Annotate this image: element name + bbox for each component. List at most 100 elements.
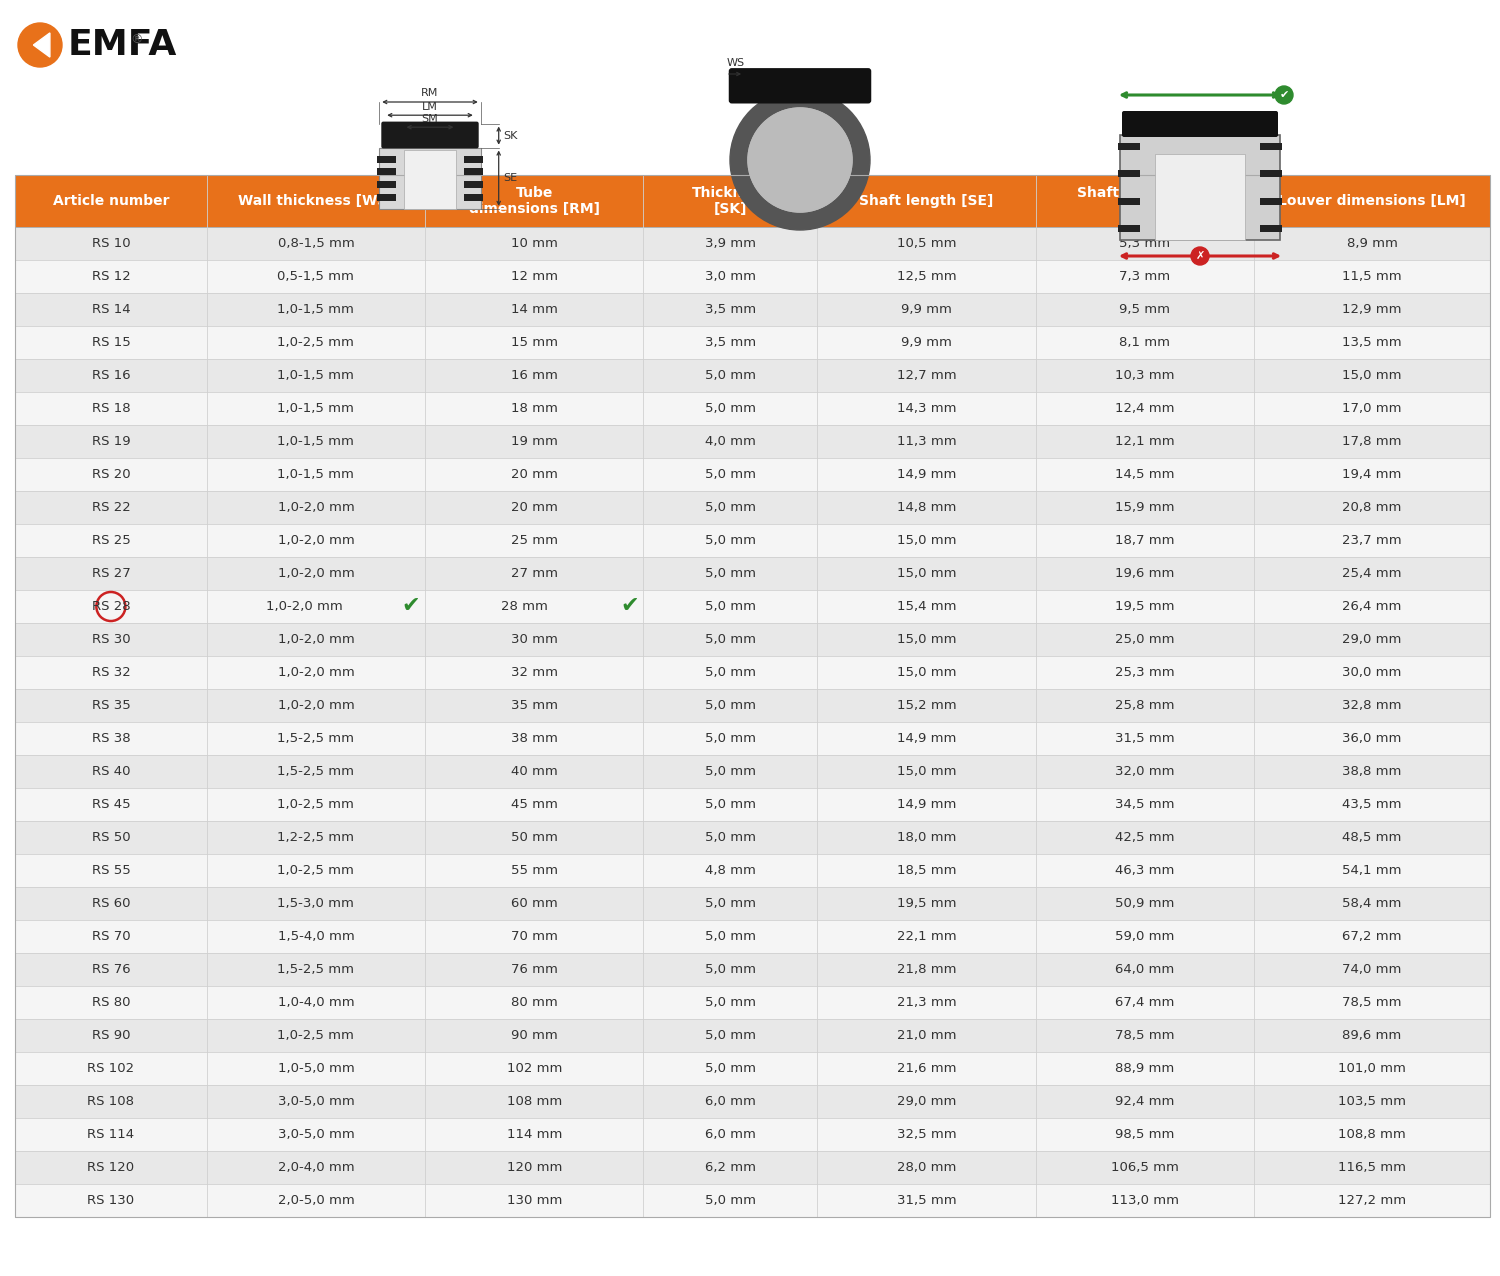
Bar	[15, 175, 1490, 1217]
Text: 130 mm: 130 mm	[507, 1194, 562, 1207]
Text: RS 22: RS 22	[92, 501, 130, 514]
Text: 25 mm: 25 mm	[510, 533, 558, 547]
Bar	[1118, 225, 1140, 232]
Text: 67,2 mm: 67,2 mm	[1342, 930, 1401, 943]
Text: 5,0 mm: 5,0 mm	[705, 501, 756, 514]
FancyBboxPatch shape	[381, 121, 478, 148]
Text: 45 mm: 45 mm	[512, 798, 558, 812]
Text: 1,5-2,5 mm: 1,5-2,5 mm	[278, 766, 354, 778]
Text: 9,9 mm: 9,9 mm	[902, 302, 952, 316]
Text: RS 76: RS 76	[92, 963, 130, 976]
Bar	[15, 789, 1490, 820]
Text: RS 45: RS 45	[92, 798, 130, 812]
Text: 15,2 mm: 15,2 mm	[897, 699, 957, 712]
Text: Article number: Article number	[53, 194, 170, 208]
Text: RS 16: RS 16	[92, 369, 130, 382]
Bar	[1260, 170, 1282, 177]
Text: 74,0 mm: 74,0 mm	[1342, 963, 1401, 976]
Text: 16 mm: 16 mm	[512, 369, 558, 382]
Text: 8,1 mm: 8,1 mm	[1119, 336, 1170, 350]
Text: 27 mm: 27 mm	[510, 567, 558, 581]
Text: 2,0-4,0 mm: 2,0-4,0 mm	[278, 1161, 354, 1174]
Text: 31,5 mm: 31,5 mm	[1114, 732, 1174, 745]
Text: 6,0 mm: 6,0 mm	[705, 1128, 756, 1141]
Text: 25,3 mm: 25,3 mm	[1114, 666, 1174, 679]
Text: 15 mm: 15 mm	[510, 336, 558, 350]
Text: 1,0-2,0 mm: 1,0-2,0 mm	[278, 699, 354, 712]
Text: 12,7 mm: 12,7 mm	[897, 369, 957, 382]
Bar	[15, 689, 1490, 722]
Text: 43,5 mm: 43,5 mm	[1342, 798, 1401, 812]
Text: RS 19: RS 19	[92, 435, 130, 448]
Text: 18 mm: 18 mm	[512, 402, 558, 415]
Circle shape	[1191, 248, 1209, 265]
Text: 9,5 mm: 9,5 mm	[1119, 302, 1170, 316]
Text: 5,0 mm: 5,0 mm	[705, 633, 756, 646]
Text: 1,2-2,5 mm: 1,2-2,5 mm	[278, 831, 354, 843]
Text: 14,5 mm: 14,5 mm	[1114, 468, 1174, 481]
Text: RS 10: RS 10	[92, 237, 130, 250]
Text: 21,0 mm: 21,0 mm	[897, 1028, 957, 1042]
Text: ®: ®	[130, 33, 142, 46]
Text: 29,0 mm: 29,0 mm	[897, 1095, 956, 1108]
Text: 13,5 mm: 13,5 mm	[1342, 336, 1402, 350]
Bar	[15, 1085, 1490, 1118]
Bar	[15, 986, 1490, 1020]
Text: 28,0 mm: 28,0 mm	[897, 1161, 956, 1174]
Text: 21,3 mm: 21,3 mm	[897, 997, 957, 1009]
Text: Thickness
[SK]: Thickness [SK]	[692, 185, 770, 217]
Text: RS 32: RS 32	[92, 666, 130, 679]
Text: RS 102: RS 102	[87, 1062, 135, 1074]
Text: 102 mm: 102 mm	[507, 1062, 562, 1074]
Text: 15,4 mm: 15,4 mm	[897, 600, 957, 612]
Text: 14,9 mm: 14,9 mm	[897, 732, 956, 745]
Text: 12,4 mm: 12,4 mm	[1114, 402, 1174, 415]
Text: 3,5 mm: 3,5 mm	[705, 302, 756, 316]
Text: 36,0 mm: 36,0 mm	[1342, 732, 1401, 745]
Text: 5,0 mm: 5,0 mm	[705, 1028, 756, 1042]
Text: RS 12: RS 12	[92, 271, 130, 283]
Text: ✔: ✔	[402, 596, 420, 616]
Bar	[15, 623, 1490, 656]
Text: 5,0 mm: 5,0 mm	[705, 732, 756, 745]
Bar	[15, 260, 1490, 293]
Bar	[15, 392, 1490, 425]
Bar	[15, 854, 1490, 887]
Text: 88,9 mm: 88,9 mm	[1114, 1062, 1174, 1074]
Text: 5,0 mm: 5,0 mm	[705, 699, 756, 712]
Text: 54,1 mm: 54,1 mm	[1342, 864, 1401, 877]
Bar	[15, 524, 1490, 558]
Text: 76 mm: 76 mm	[512, 963, 558, 976]
Text: 78,5 mm: 78,5 mm	[1342, 997, 1401, 1009]
Bar	[1118, 170, 1140, 177]
Bar	[765, 129, 836, 191]
Text: ✔: ✔	[620, 596, 639, 616]
Bar	[15, 293, 1490, 325]
Text: 5,0 mm: 5,0 mm	[705, 766, 756, 778]
Text: 7,3 mm: 7,3 mm	[1119, 271, 1170, 283]
Text: 0,5-1,5 mm: 0,5-1,5 mm	[278, 271, 354, 283]
FancyBboxPatch shape	[729, 68, 872, 103]
Bar	[15, 722, 1490, 755]
Text: 6,2 mm: 6,2 mm	[705, 1161, 756, 1174]
Text: 1,0-1,5 mm: 1,0-1,5 mm	[278, 435, 354, 448]
Text: 12,9 mm: 12,9 mm	[1342, 302, 1401, 316]
Text: 108 mm: 108 mm	[507, 1095, 562, 1108]
Text: 0,8-1,5 mm: 0,8-1,5 mm	[278, 237, 354, 250]
Text: 21,8 mm: 21,8 mm	[897, 963, 957, 976]
Text: RS 40: RS 40	[92, 766, 130, 778]
Text: RS 108: RS 108	[87, 1095, 135, 1108]
Text: SM: SM	[422, 114, 438, 124]
Text: 25,4 mm: 25,4 mm	[1342, 567, 1401, 581]
Text: 10,5 mm: 10,5 mm	[897, 237, 957, 250]
Text: 59,0 mm: 59,0 mm	[1114, 930, 1174, 943]
Text: 12,5 mm: 12,5 mm	[897, 271, 957, 283]
Bar	[15, 887, 1490, 920]
Text: 19,5 mm: 19,5 mm	[1114, 600, 1174, 612]
Circle shape	[1275, 85, 1293, 105]
Text: 40 mm: 40 mm	[512, 766, 558, 778]
Bar	[15, 359, 1490, 392]
Text: 21,6 mm: 21,6 mm	[897, 1062, 957, 1074]
Text: 1,5-2,5 mm: 1,5-2,5 mm	[278, 732, 354, 745]
Text: 50,9 mm: 50,9 mm	[1114, 897, 1174, 910]
